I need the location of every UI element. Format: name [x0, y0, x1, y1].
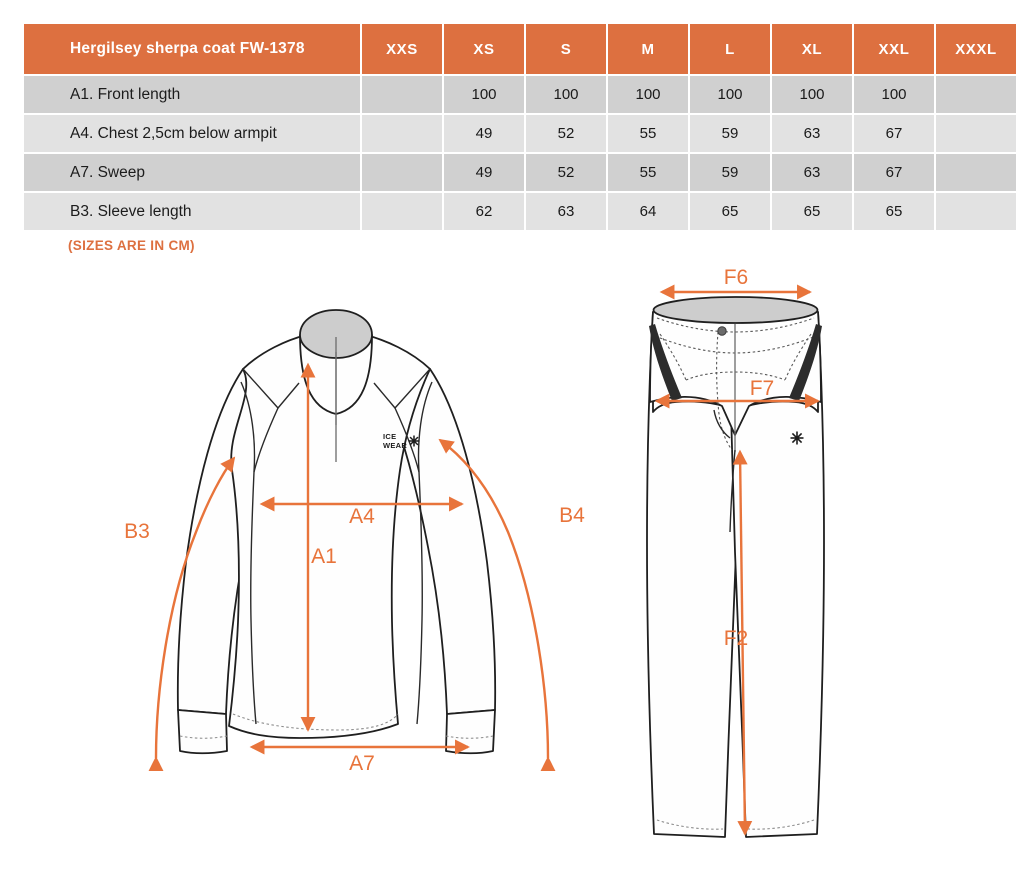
size-column-header-xxs: XXS	[362, 24, 442, 74]
measure-label-b4: B4	[559, 504, 585, 527]
pants-waist-opening	[652, 296, 819, 324]
measurement-value	[936, 76, 1016, 113]
ice-wear-logo: ICE WEAR	[383, 432, 420, 450]
measure-label-a4: A4	[349, 505, 375, 528]
jacket-seam-left	[240, 381, 257, 725]
snowflake-icon	[408, 435, 420, 447]
pants-yoke-curve	[685, 371, 786, 381]
measure-label-b3: B3	[124, 520, 150, 543]
measurement-value: 55	[608, 154, 688, 191]
measurement-value: 100	[854, 76, 934, 113]
measurement-value: 65	[690, 193, 770, 230]
measurement-value: 100	[772, 76, 852, 113]
jacket-raglan-left	[253, 407, 279, 473]
jacket-left-cuff	[177, 709, 228, 755]
measurement-value	[936, 193, 1016, 230]
pants-side-pocket-right	[789, 324, 822, 401]
pants-waistband-stitch	[656, 317, 815, 333]
measurement-value: 52	[526, 115, 606, 152]
measurement-value	[936, 154, 1016, 191]
measurement-value: 67	[854, 115, 934, 152]
pants-hem-stitch-left	[656, 819, 724, 830]
measurement-value: 100	[608, 76, 688, 113]
measurement-value: 55	[608, 115, 688, 152]
measurement-value: 59	[690, 154, 770, 191]
measurement-value: 65	[854, 193, 934, 230]
size-column-header-xl: XL	[772, 24, 852, 74]
logo-text-line1: ICE	[383, 432, 396, 441]
measurement-value: 49	[444, 115, 524, 152]
measurement-value: 100	[526, 76, 606, 113]
measurement-label: B3. Sleeve length	[24, 193, 360, 230]
product-title: Hergilsey sherpa coat FW-1378	[24, 24, 360, 74]
measure-label-a7: A7	[349, 752, 375, 775]
measurement-value: 67	[854, 154, 934, 191]
measurement-value	[362, 193, 442, 230]
measure-label-f2: F2	[724, 627, 749, 650]
size-column-header-xxl: XXL	[854, 24, 934, 74]
sizes-unit-note: (SIZES ARE IN CM)	[68, 238, 195, 253]
pants-illustration: F6 F7 F2	[646, 266, 825, 838]
pants-hem-stitch-right	[747, 819, 815, 830]
measurement-label: A1. Front length	[24, 76, 360, 113]
measurement-value: 100	[690, 76, 770, 113]
pants-waist-button	[717, 326, 727, 336]
measurement-value	[362, 154, 442, 191]
pants-pocket-line-right	[784, 333, 812, 381]
measurement-label: A7. Sweep	[24, 154, 360, 191]
measurement-value	[362, 76, 442, 113]
table-row: A1. Front length 100 100 100 100 100 100	[24, 76, 1016, 113]
measure-b4-arrow	[438, 438, 556, 771]
garment-diagrams: ICE WEAR B3 B4	[0, 262, 1029, 882]
table-header: Hergilsey sherpa coat FW-1378 XXS XS S M…	[24, 24, 1016, 74]
jacket-illustration: ICE WEAR B3 B4	[124, 309, 585, 775]
measurement-value: 62	[444, 193, 524, 230]
measure-label-f6: F6	[724, 266, 749, 289]
measurement-value: 52	[526, 154, 606, 191]
jacket-seam-right	[416, 381, 433, 725]
size-column-header-l: L	[690, 24, 770, 74]
size-column-header-m: M	[608, 24, 688, 74]
measurement-value: 64	[608, 193, 688, 230]
measure-label-a1: A1	[311, 545, 337, 568]
logo-text-line2: WEAR	[383, 441, 407, 450]
measure-f2-arrow	[732, 449, 753, 836]
measurement-label: A4. Chest 2,5cm below armpit	[24, 115, 360, 152]
measurement-value: 65	[772, 193, 852, 230]
jacket-collar-opening	[299, 309, 373, 359]
pants-fly-curve	[713, 409, 731, 439]
measure-b3-arrow	[148, 456, 236, 771]
measurement-value	[936, 115, 1016, 152]
measurement-value: 63	[526, 193, 606, 230]
size-column-header-s: S	[526, 24, 606, 74]
size-column-header-xs: XS	[444, 24, 524, 74]
measurement-value: 49	[444, 154, 524, 191]
measurement-value	[362, 115, 442, 152]
table-row: A4. Chest 2,5cm below armpit 49 52 55 59…	[24, 115, 1016, 152]
table-body: A1. Front length 100 100 100 100 100 100…	[24, 76, 1016, 230]
measure-label-f7: F7	[750, 377, 775, 400]
header-row: Hergilsey sherpa coat FW-1378 XXS XS S M…	[24, 24, 1016, 74]
pants-side-pocket-left	[649, 324, 682, 401]
jacket-hem-stitch	[232, 713, 399, 731]
table-row: A7. Sweep 49 52 55 59 63 67	[24, 154, 1016, 191]
measurement-value: 63	[772, 115, 852, 152]
table-row: B3. Sleeve length 62 63 64 65 65 65	[24, 193, 1016, 230]
measurement-value: 59	[690, 115, 770, 152]
jacket-body	[228, 334, 431, 739]
snowflake-icon	[790, 431, 804, 445]
measurement-value: 63	[772, 154, 852, 191]
size-column-header-xxxl: XXXL	[936, 24, 1016, 74]
pants-pocket-line-left	[659, 333, 687, 381]
measurement-value: 100	[444, 76, 524, 113]
pants-fly-stitch	[716, 331, 733, 451]
size-chart-table: Hergilsey sherpa coat FW-1378 XXS XS S M…	[22, 22, 1018, 232]
